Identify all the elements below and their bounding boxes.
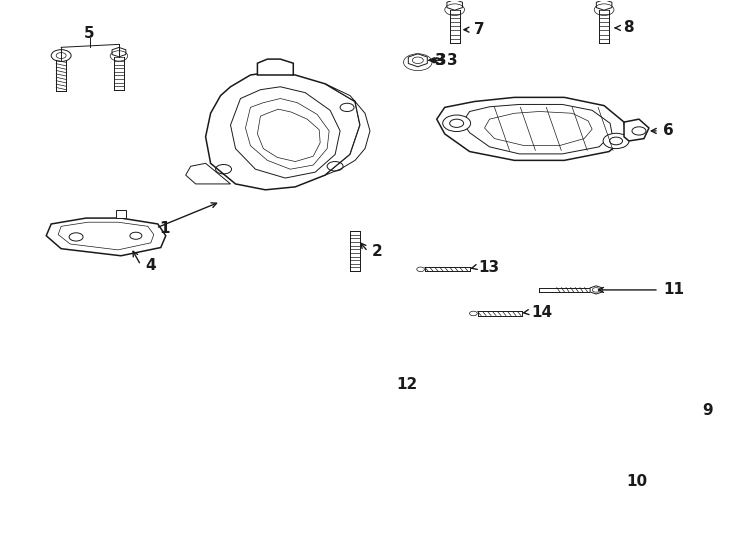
- Polygon shape: [624, 119, 649, 141]
- Text: 14: 14: [531, 305, 553, 320]
- Text: 6: 6: [663, 124, 674, 138]
- Polygon shape: [325, 84, 370, 175]
- Text: 2: 2: [372, 244, 382, 259]
- Polygon shape: [596, 0, 612, 10]
- Polygon shape: [437, 97, 626, 160]
- Text: 13: 13: [479, 260, 500, 275]
- Polygon shape: [590, 286, 602, 294]
- Polygon shape: [475, 371, 688, 443]
- Text: 3: 3: [435, 53, 446, 68]
- Text: 11: 11: [663, 282, 684, 298]
- Text: 10: 10: [626, 474, 647, 489]
- Circle shape: [320, 344, 356, 365]
- Text: 5: 5: [84, 26, 95, 41]
- Circle shape: [443, 115, 470, 132]
- Polygon shape: [596, 447, 612, 458]
- Polygon shape: [112, 48, 126, 57]
- Circle shape: [437, 365, 462, 380]
- Text: 8: 8: [623, 21, 633, 36]
- Circle shape: [461, 347, 489, 363]
- Polygon shape: [116, 211, 126, 218]
- Polygon shape: [408, 54, 427, 67]
- Polygon shape: [46, 218, 166, 256]
- Text: 3: 3: [447, 53, 457, 68]
- Circle shape: [400, 349, 420, 361]
- Circle shape: [603, 133, 629, 148]
- Polygon shape: [447, 0, 462, 10]
- Text: 7: 7: [473, 22, 484, 37]
- Text: 1: 1: [160, 221, 170, 235]
- Circle shape: [627, 426, 651, 440]
- Text: 9: 9: [702, 403, 713, 418]
- Polygon shape: [258, 59, 294, 75]
- Polygon shape: [451, 377, 484, 402]
- Text: 4: 4: [145, 258, 156, 273]
- Text: 3: 3: [436, 53, 446, 68]
- Polygon shape: [206, 72, 360, 190]
- Polygon shape: [338, 342, 475, 365]
- Circle shape: [51, 50, 71, 62]
- Polygon shape: [186, 163, 230, 184]
- Text: 12: 12: [396, 376, 417, 392]
